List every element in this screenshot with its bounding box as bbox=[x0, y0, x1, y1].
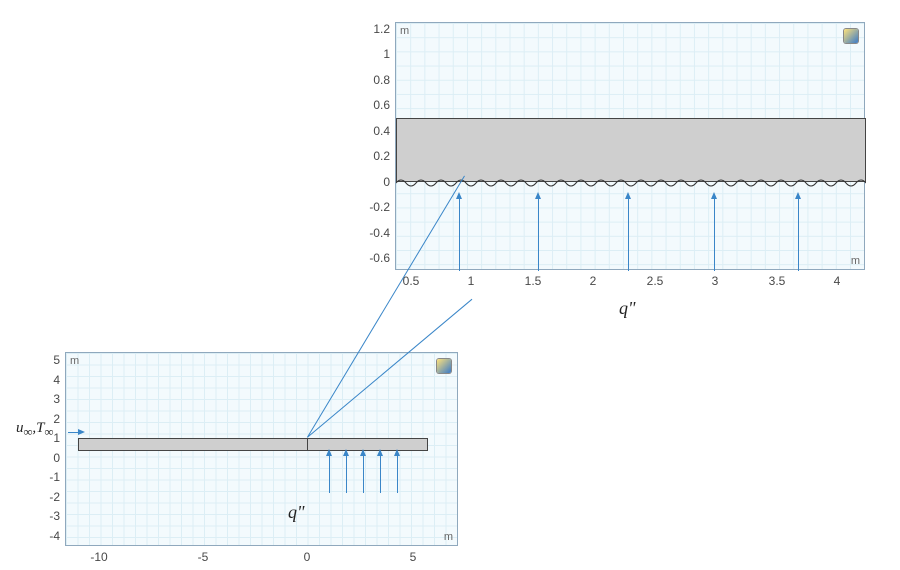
top-ytick: 1 bbox=[360, 47, 390, 61]
bottom-unit-y: m bbox=[70, 355, 79, 367]
bottom-unit-x: m bbox=[444, 531, 453, 543]
top-xtick: 3 bbox=[707, 274, 723, 288]
bottom-plate bbox=[78, 438, 428, 451]
top-xtick: 4 bbox=[829, 274, 845, 288]
bottom-xtick: -10 bbox=[85, 550, 113, 564]
bottom-ytick: -1 bbox=[38, 470, 60, 484]
top-ytick: 0.2 bbox=[360, 149, 390, 163]
top-ytick: 0.6 bbox=[360, 98, 390, 112]
top-ytick: 0 bbox=[360, 175, 390, 189]
bottom-ytick: 5 bbox=[38, 353, 60, 367]
bottom-q-label: q" bbox=[288, 502, 305, 523]
legend-icon bbox=[437, 359, 451, 373]
top-xtick: 1.5 bbox=[521, 274, 545, 288]
bottom-ytick: -2 bbox=[38, 490, 60, 504]
bottom-ytick: 0 bbox=[38, 451, 60, 465]
top-ytick: 0.8 bbox=[360, 73, 390, 87]
top-ytick: -0.4 bbox=[360, 226, 390, 240]
top-grey-band bbox=[396, 118, 866, 182]
plate-separator bbox=[307, 438, 308, 451]
top-ytick: -0.6 bbox=[360, 251, 390, 265]
top-unit-y: m bbox=[400, 25, 409, 37]
bottom-ytick: 4 bbox=[38, 373, 60, 387]
bottom-q-arrow bbox=[329, 455, 330, 493]
top-xtick: 1 bbox=[463, 274, 479, 288]
top-plot-area: m m bbox=[395, 22, 865, 270]
bottom-xtick: -5 bbox=[193, 550, 213, 564]
top-xtick: 2 bbox=[585, 274, 601, 288]
top-q-label: q" bbox=[619, 298, 636, 319]
bottom-q-arrow bbox=[363, 455, 364, 493]
bottom-plot-area: m m bbox=[65, 352, 458, 546]
top-q-arrow bbox=[798, 198, 799, 271]
top-unit-x: m bbox=[851, 255, 860, 267]
top-q-arrow bbox=[628, 198, 629, 271]
bottom-ytick: -4 bbox=[38, 529, 60, 543]
bottom-q-arrow bbox=[397, 455, 398, 493]
top-xtick: 3.5 bbox=[765, 274, 789, 288]
top-xtick: 2.5 bbox=[643, 274, 667, 288]
bottom-q-arrow bbox=[380, 455, 381, 493]
top-ytick: 1.2 bbox=[360, 22, 390, 36]
top-q-arrow bbox=[459, 198, 460, 271]
bottom-xtick: 5 bbox=[405, 550, 421, 564]
inlet-arrow bbox=[68, 432, 79, 433]
top-q-arrow bbox=[714, 198, 715, 271]
top-ytick: -0.2 bbox=[360, 200, 390, 214]
top-wave bbox=[396, 177, 866, 189]
bottom-q-arrow bbox=[346, 455, 347, 493]
top-q-arrow bbox=[538, 198, 539, 271]
bottom-ytick: 3 bbox=[38, 392, 60, 406]
top-ytick: 0.4 bbox=[360, 124, 390, 138]
inlet-label: u∞,T∞ bbox=[16, 420, 53, 440]
legend-icon bbox=[844, 29, 858, 43]
bottom-xtick: 0 bbox=[299, 550, 315, 564]
bottom-ytick: -3 bbox=[38, 509, 60, 523]
